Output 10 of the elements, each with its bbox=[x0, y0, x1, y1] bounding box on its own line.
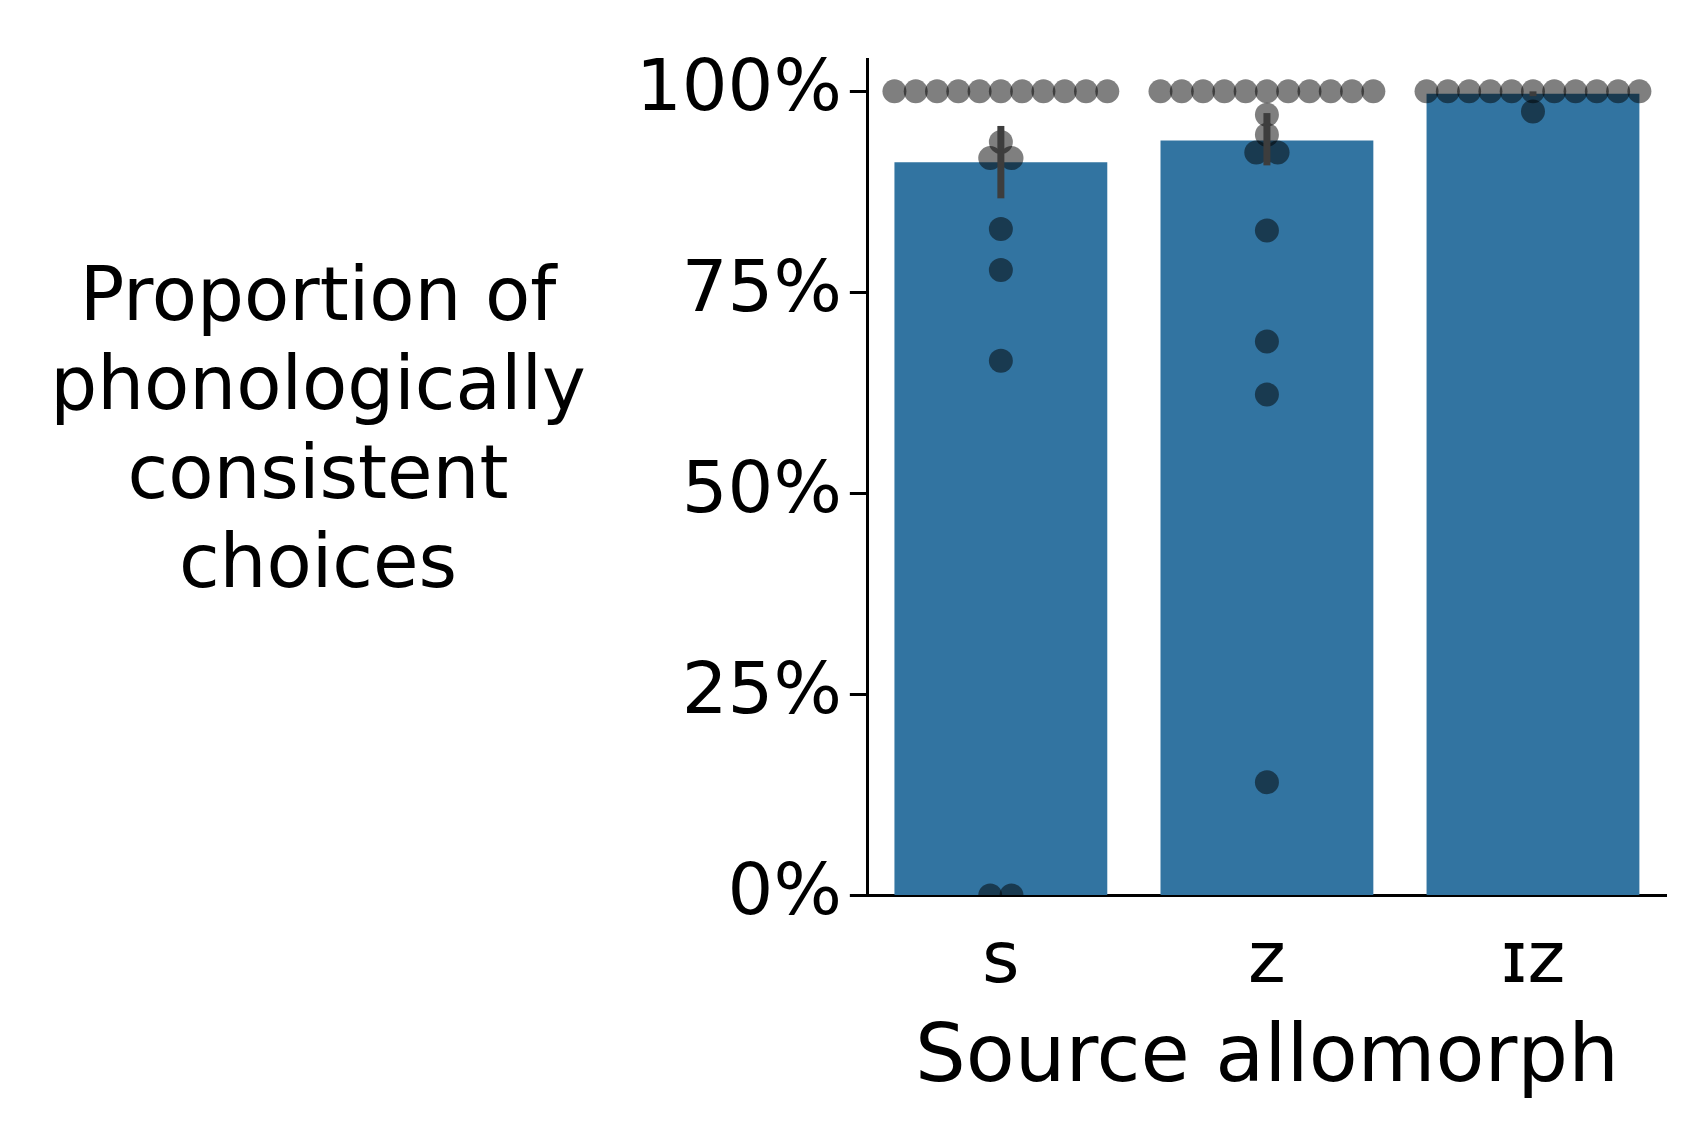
x-axis-title: Source allomorph bbox=[914, 1006, 1619, 1100]
y-tick-label: 50% bbox=[681, 445, 842, 530]
y-tick-label: 0% bbox=[727, 847, 842, 932]
x-tick-label: ɪz bbox=[1500, 914, 1566, 999]
y-tick-label: 25% bbox=[681, 646, 842, 731]
x-tick-label: z bbox=[1248, 914, 1286, 999]
y-axis-title: Proportion of phonologically consistent choices bbox=[49, 250, 587, 606]
x-tick-label: s bbox=[982, 914, 1020, 999]
y-tick-label: 75% bbox=[681, 244, 842, 329]
y-tick-label: 100% bbox=[636, 43, 842, 128]
